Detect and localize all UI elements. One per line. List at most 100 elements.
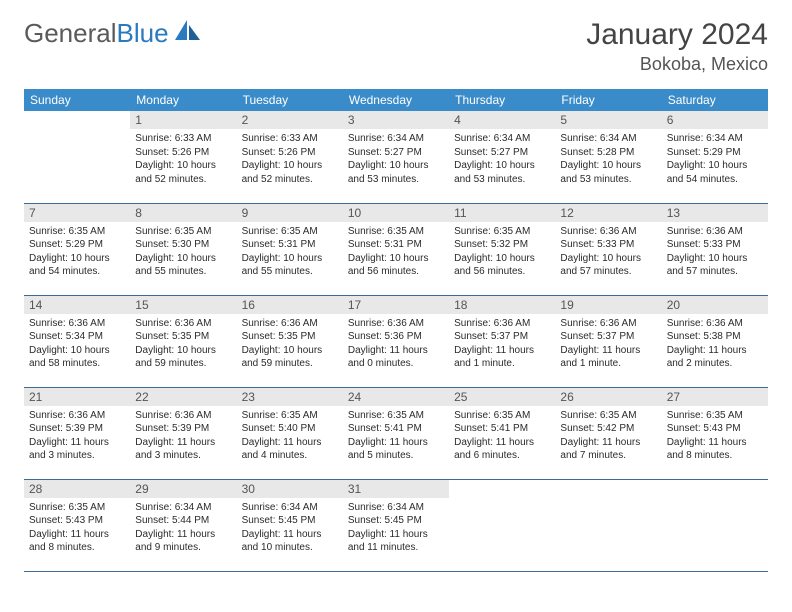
- calendar-cell: 29Sunrise: 6:34 AMSunset: 5:44 PMDayligh…: [130, 479, 236, 571]
- calendar-cell: [662, 479, 768, 571]
- daylight-text: Daylight: 10 hours and 59 minutes.: [135, 344, 231, 371]
- calendar-cell: 26Sunrise: 6:35 AMSunset: 5:42 PMDayligh…: [555, 387, 661, 479]
- page-title: January 2024: [586, 18, 768, 52]
- calendar-cell: 9Sunrise: 6:35 AMSunset: 5:31 PMDaylight…: [237, 203, 343, 295]
- calendar-cell: 28Sunrise: 6:35 AMSunset: 5:43 PMDayligh…: [24, 479, 130, 571]
- sunset-text: Sunset: 5:39 PM: [29, 422, 125, 436]
- sunrise-text: Sunrise: 6:36 AM: [560, 225, 656, 239]
- weekday-header: Thursday: [449, 89, 555, 111]
- sunset-text: Sunset: 5:31 PM: [242, 238, 338, 252]
- day-number: 29: [130, 480, 236, 498]
- day-number: 30: [237, 480, 343, 498]
- calendar-cell: 30Sunrise: 6:34 AMSunset: 5:45 PMDayligh…: [237, 479, 343, 571]
- weekday-header: Wednesday: [343, 89, 449, 111]
- sunset-text: Sunset: 5:37 PM: [454, 330, 550, 344]
- sunset-text: Sunset: 5:29 PM: [29, 238, 125, 252]
- header: GeneralBlue January 2024 Bokoba, Mexico: [24, 18, 768, 75]
- day-number: 6: [662, 111, 768, 129]
- sunset-text: Sunset: 5:37 PM: [560, 330, 656, 344]
- day-body: Sunrise: 6:35 AMSunset: 5:29 PMDaylight:…: [24, 222, 130, 283]
- day-number: 27: [662, 388, 768, 406]
- sunrise-text: Sunrise: 6:34 AM: [135, 501, 231, 515]
- sunrise-text: Sunrise: 6:34 AM: [348, 501, 444, 515]
- sunrise-text: Sunrise: 6:36 AM: [135, 317, 231, 331]
- day-number: 3: [343, 111, 449, 129]
- day-body: Sunrise: 6:36 AMSunset: 5:35 PMDaylight:…: [237, 314, 343, 375]
- daylight-text: Daylight: 11 hours and 8 minutes.: [667, 436, 763, 463]
- calendar-row: 1Sunrise: 6:33 AMSunset: 5:26 PMDaylight…: [24, 111, 768, 203]
- sunrise-text: Sunrise: 6:34 AM: [454, 132, 550, 146]
- calendar-cell: [555, 479, 661, 571]
- calendar-cell: 22Sunrise: 6:36 AMSunset: 5:39 PMDayligh…: [130, 387, 236, 479]
- sunrise-text: Sunrise: 6:36 AM: [454, 317, 550, 331]
- day-body: Sunrise: 6:36 AMSunset: 5:33 PMDaylight:…: [662, 222, 768, 283]
- calendar-cell: 6Sunrise: 6:34 AMSunset: 5:29 PMDaylight…: [662, 111, 768, 203]
- daylight-text: Daylight: 11 hours and 4 minutes.: [242, 436, 338, 463]
- calendar-page: GeneralBlue January 2024 Bokoba, Mexico …: [0, 0, 792, 572]
- day-number: 19: [555, 296, 661, 314]
- day-body: Sunrise: 6:34 AMSunset: 5:44 PMDaylight:…: [130, 498, 236, 559]
- day-number: 1: [130, 111, 236, 129]
- sunrise-text: Sunrise: 6:36 AM: [667, 225, 763, 239]
- day-body: Sunrise: 6:36 AMSunset: 5:39 PMDaylight:…: [24, 406, 130, 467]
- sunrise-text: Sunrise: 6:34 AM: [560, 132, 656, 146]
- weekday-header: Monday: [130, 89, 236, 111]
- day-body: Sunrise: 6:35 AMSunset: 5:41 PMDaylight:…: [343, 406, 449, 467]
- weekday-header: Sunday: [24, 89, 130, 111]
- day-number: 23: [237, 388, 343, 406]
- calendar-cell: 12Sunrise: 6:36 AMSunset: 5:33 PMDayligh…: [555, 203, 661, 295]
- weekday-header: Tuesday: [237, 89, 343, 111]
- sunset-text: Sunset: 5:32 PM: [454, 238, 550, 252]
- day-number: 25: [449, 388, 555, 406]
- day-number: 4: [449, 111, 555, 129]
- daylight-text: Daylight: 10 hours and 56 minutes.: [454, 252, 550, 279]
- sunset-text: Sunset: 5:28 PM: [560, 146, 656, 160]
- sunset-text: Sunset: 5:27 PM: [348, 146, 444, 160]
- day-number: 7: [24, 204, 130, 222]
- day-number: 26: [555, 388, 661, 406]
- sunset-text: Sunset: 5:43 PM: [667, 422, 763, 436]
- sunrise-text: Sunrise: 6:35 AM: [242, 225, 338, 239]
- day-number: 10: [343, 204, 449, 222]
- daylight-text: Daylight: 11 hours and 0 minutes.: [348, 344, 444, 371]
- sunset-text: Sunset: 5:42 PM: [560, 422, 656, 436]
- day-body: Sunrise: 6:35 AMSunset: 5:41 PMDaylight:…: [449, 406, 555, 467]
- sunset-text: Sunset: 5:35 PM: [135, 330, 231, 344]
- sunset-text: Sunset: 5:36 PM: [348, 330, 444, 344]
- daylight-text: Daylight: 10 hours and 57 minutes.: [667, 252, 763, 279]
- sunrise-text: Sunrise: 6:35 AM: [667, 409, 763, 423]
- sunset-text: Sunset: 5:39 PM: [135, 422, 231, 436]
- sunset-text: Sunset: 5:45 PM: [348, 514, 444, 528]
- calendar-cell: 23Sunrise: 6:35 AMSunset: 5:40 PMDayligh…: [237, 387, 343, 479]
- sunset-text: Sunset: 5:27 PM: [454, 146, 550, 160]
- calendar-cell: 8Sunrise: 6:35 AMSunset: 5:30 PMDaylight…: [130, 203, 236, 295]
- sunrise-text: Sunrise: 6:36 AM: [29, 317, 125, 331]
- location-text: Bokoba, Mexico: [586, 54, 768, 75]
- calendar-cell: 3Sunrise: 6:34 AMSunset: 5:27 PMDaylight…: [343, 111, 449, 203]
- calendar-body: 1Sunrise: 6:33 AMSunset: 5:26 PMDaylight…: [24, 111, 768, 571]
- sunrise-text: Sunrise: 6:36 AM: [348, 317, 444, 331]
- day-number: 28: [24, 480, 130, 498]
- calendar-cell: 24Sunrise: 6:35 AMSunset: 5:41 PMDayligh…: [343, 387, 449, 479]
- sunset-text: Sunset: 5:33 PM: [667, 238, 763, 252]
- calendar-cell: [24, 111, 130, 203]
- day-number: 20: [662, 296, 768, 314]
- calendar-cell: 7Sunrise: 6:35 AMSunset: 5:29 PMDaylight…: [24, 203, 130, 295]
- day-number: 13: [662, 204, 768, 222]
- day-number: 14: [24, 296, 130, 314]
- day-body: Sunrise: 6:36 AMSunset: 5:37 PMDaylight:…: [449, 314, 555, 375]
- sunrise-text: Sunrise: 6:35 AM: [454, 225, 550, 239]
- day-number: 15: [130, 296, 236, 314]
- weekday-header: Friday: [555, 89, 661, 111]
- daylight-text: Daylight: 10 hours and 57 minutes.: [560, 252, 656, 279]
- daylight-text: Daylight: 10 hours and 55 minutes.: [242, 252, 338, 279]
- sunset-text: Sunset: 5:34 PM: [29, 330, 125, 344]
- day-number: 8: [130, 204, 236, 222]
- daylight-text: Daylight: 11 hours and 8 minutes.: [29, 528, 125, 555]
- sunset-text: Sunset: 5:44 PM: [135, 514, 231, 528]
- daylight-text: Daylight: 11 hours and 5 minutes.: [348, 436, 444, 463]
- day-body: Sunrise: 6:33 AMSunset: 5:26 PMDaylight:…: [130, 129, 236, 190]
- day-body: Sunrise: 6:36 AMSunset: 5:33 PMDaylight:…: [555, 222, 661, 283]
- sunset-text: Sunset: 5:33 PM: [560, 238, 656, 252]
- sunrise-text: Sunrise: 6:33 AM: [135, 132, 231, 146]
